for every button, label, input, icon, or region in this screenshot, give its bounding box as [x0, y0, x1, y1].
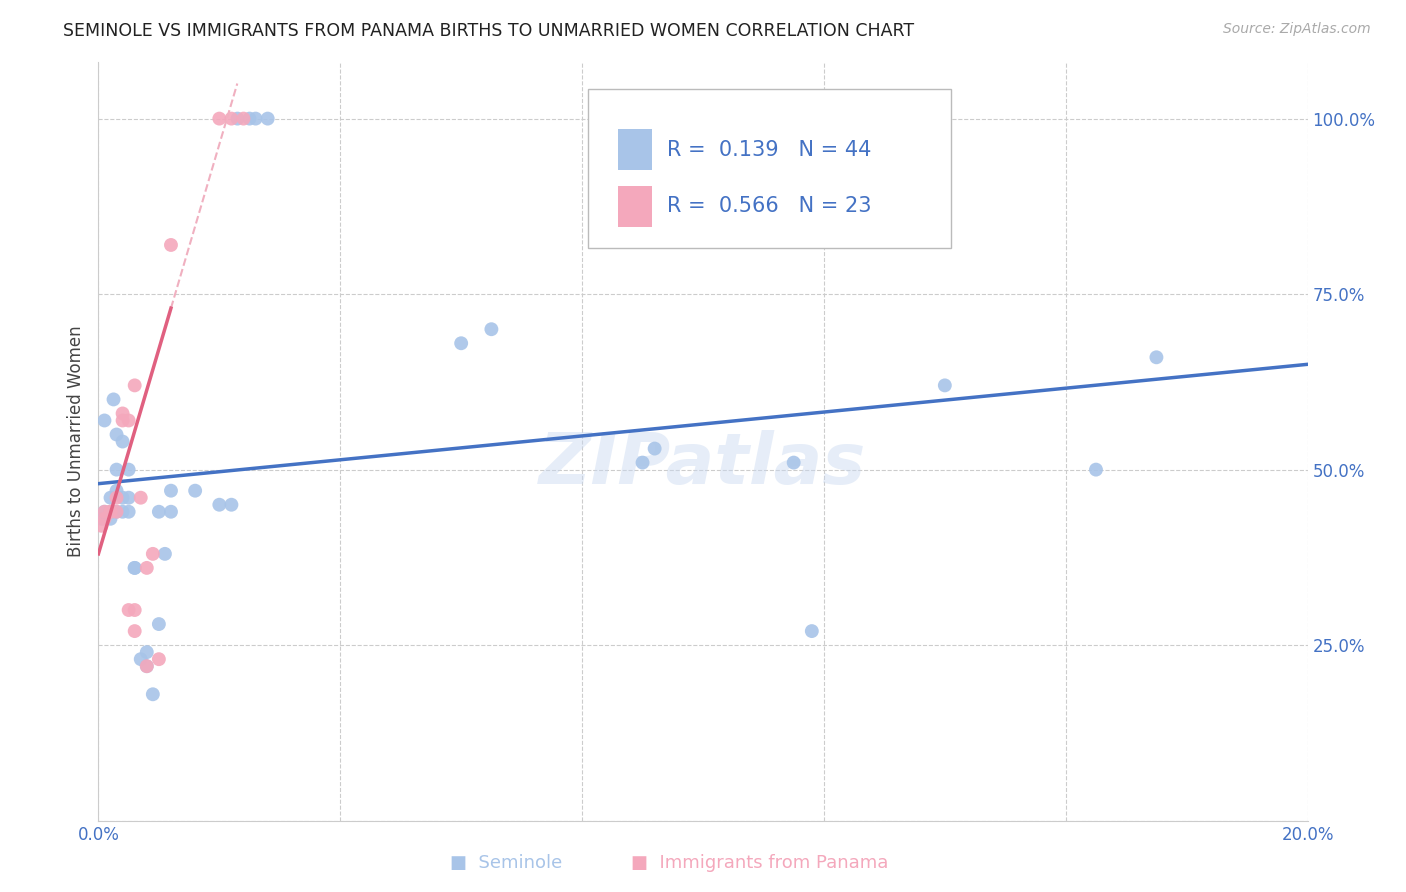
- Point: [124, 561, 146, 575]
- FancyBboxPatch shape: [588, 89, 950, 248]
- Point: [105, 427, 128, 442]
- Point: [100, 505, 122, 519]
- Text: R =  0.139   N = 44: R = 0.139 N = 44: [666, 140, 872, 160]
- Point: [111, 491, 134, 505]
- Text: ■  Immigrants from Panama: ■ Immigrants from Panama: [630, 855, 889, 872]
- Point: [256, 112, 278, 126]
- Point: [103, 392, 125, 407]
- Point: [111, 407, 134, 421]
- Point: [90, 518, 112, 533]
- Point: [129, 652, 152, 666]
- Point: [111, 413, 134, 427]
- Point: [221, 498, 243, 512]
- Point: [934, 378, 956, 392]
- Point: [105, 505, 128, 519]
- Point: [153, 547, 176, 561]
- Point: [450, 336, 472, 351]
- Point: [100, 491, 122, 505]
- Point: [118, 505, 141, 519]
- Y-axis label: Births to Unmarried Women: Births to Unmarried Women: [66, 326, 84, 558]
- Point: [800, 624, 823, 639]
- Point: [93, 413, 115, 427]
- Point: [1144, 351, 1167, 365]
- Point: [100, 505, 122, 519]
- Point: [105, 483, 128, 498]
- Point: [118, 603, 141, 617]
- Point: [111, 434, 134, 449]
- Point: [100, 505, 122, 519]
- Point: [142, 687, 165, 701]
- Point: [160, 505, 183, 519]
- Point: [135, 561, 157, 575]
- Point: [135, 659, 157, 673]
- Point: [481, 322, 503, 336]
- Point: [93, 512, 115, 526]
- Point: [124, 561, 146, 575]
- Point: [221, 112, 243, 126]
- Point: [226, 112, 249, 126]
- Point: [111, 505, 134, 519]
- Point: [118, 462, 141, 476]
- Point: [148, 505, 170, 519]
- Point: [124, 378, 146, 392]
- Point: [245, 112, 267, 126]
- Point: [184, 483, 207, 498]
- Point: [105, 505, 128, 519]
- Point: [148, 617, 170, 632]
- Point: [160, 483, 183, 498]
- Point: [631, 456, 654, 470]
- Point: [208, 112, 231, 126]
- Point: [105, 462, 128, 476]
- Point: [1085, 462, 1108, 476]
- Text: ■  Seminole: ■ Seminole: [450, 855, 562, 872]
- Bar: [619, 128, 652, 170]
- Point: [124, 624, 146, 639]
- Text: Source: ZipAtlas.com: Source: ZipAtlas.com: [1223, 22, 1371, 37]
- Point: [783, 456, 806, 470]
- Text: R =  0.566   N = 23: R = 0.566 N = 23: [666, 196, 872, 217]
- Point: [148, 652, 170, 666]
- Point: [644, 442, 666, 456]
- Point: [100, 512, 122, 526]
- Text: ZIPatlas: ZIPatlas: [540, 430, 866, 499]
- Point: [160, 238, 183, 252]
- Point: [135, 645, 157, 659]
- Point: [118, 491, 141, 505]
- Point: [90, 512, 112, 526]
- Point: [239, 112, 262, 126]
- Point: [135, 659, 157, 673]
- Bar: [619, 186, 652, 227]
- Point: [129, 491, 152, 505]
- Point: [208, 498, 231, 512]
- Point: [142, 547, 165, 561]
- Text: SEMINOLE VS IMMIGRANTS FROM PANAMA BIRTHS TO UNMARRIED WOMEN CORRELATION CHART: SEMINOLE VS IMMIGRANTS FROM PANAMA BIRTH…: [63, 22, 914, 40]
- Point: [124, 603, 146, 617]
- Point: [232, 112, 254, 126]
- Point: [118, 413, 141, 427]
- Point: [105, 491, 128, 505]
- Point: [93, 505, 115, 519]
- Point: [93, 505, 115, 519]
